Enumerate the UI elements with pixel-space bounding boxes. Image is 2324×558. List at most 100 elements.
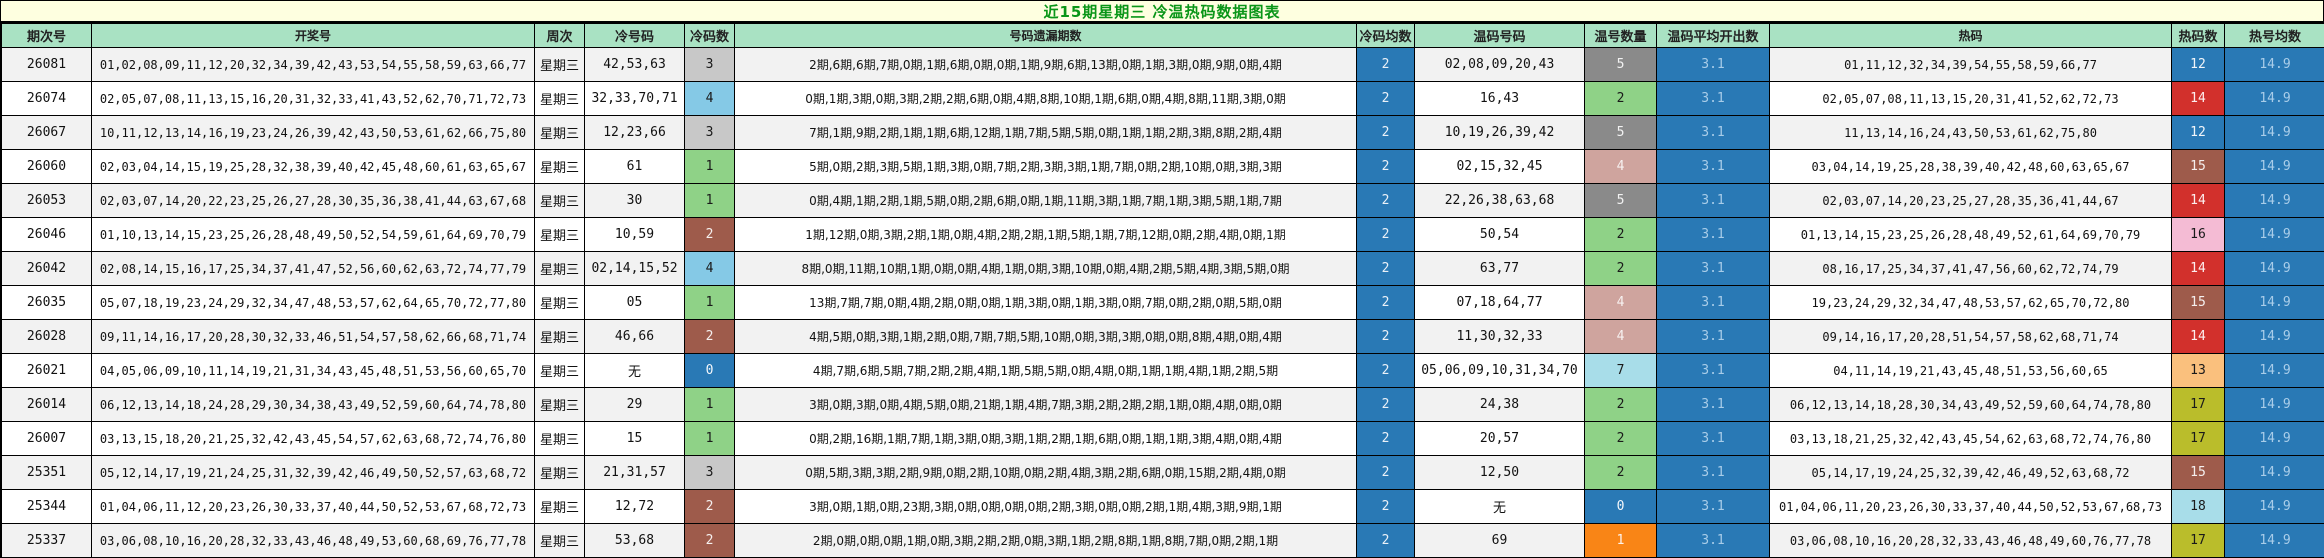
cell-cold-count: 1 bbox=[684, 149, 735, 184]
cell-week: 星期三 bbox=[534, 489, 585, 524]
cell-week: 星期三 bbox=[534, 149, 585, 184]
cell-hot-numbers: 03,06,08,10,16,20,28,32,33,43,46,48,49,6… bbox=[1769, 523, 2172, 558]
cell-cold-count: 2 bbox=[684, 489, 735, 524]
cell-warm-count: 5 bbox=[1584, 115, 1657, 150]
cell-hot-avg: 14.9 bbox=[2224, 285, 2324, 320]
cell-warm-numbers: 12,50 bbox=[1414, 455, 1585, 490]
cell-warm-numbers: 无 bbox=[1414, 489, 1585, 524]
cell-hot-avg: 14.9 bbox=[2224, 353, 2324, 388]
cell-hot-avg: 14.9 bbox=[2224, 319, 2324, 354]
cell-hot-count: 12 bbox=[2171, 115, 2225, 150]
cell-hot-count: 15 bbox=[2171, 149, 2225, 184]
cell-draw-numbers: 01,02,08,09,11,12,20,32,34,39,42,43,53,5… bbox=[91, 47, 535, 82]
cell-period: 26074 bbox=[1, 81, 92, 116]
cell-cold-numbers: 15 bbox=[584, 421, 685, 456]
column-header-cold-count: 冷码数 bbox=[684, 23, 735, 48]
cell-hot-numbers: 02,05,07,08,11,13,15,20,31,41,52,62,72,7… bbox=[1769, 81, 2172, 116]
cell-miss-periods: 2期,0期,0期,0期,1期,0期,3期,2期,2期,0期,3期,1期,2期,8… bbox=[734, 523, 1357, 558]
cell-hot-avg: 14.9 bbox=[2224, 115, 2324, 150]
cell-period: 25337 bbox=[1, 523, 92, 558]
cell-cold-count: 0 bbox=[684, 353, 735, 388]
cell-period: 26053 bbox=[1, 183, 92, 218]
cell-hot-count: 14 bbox=[2171, 183, 2225, 218]
cell-warm-numbers: 50,54 bbox=[1414, 217, 1585, 252]
cell-hot-count: 16 bbox=[2171, 217, 2225, 252]
cell-cold-avg: 2 bbox=[1356, 387, 1415, 422]
cell-miss-periods: 4期,5期,0期,3期,1期,2期,0期,7期,7期,5期,10期,0期,3期,… bbox=[734, 319, 1357, 354]
cell-hot-count: 13 bbox=[2171, 353, 2225, 388]
page-title: 近15期星期三 冷温热码数据图表 bbox=[1043, 2, 1281, 21]
cell-warm-count: 4 bbox=[1584, 149, 1657, 184]
table-row: 26067 10,11,12,13,14,16,19,23,24,26,39,42… bbox=[1, 115, 2324, 150]
cell-warm-numbers: 05,06,09,10,31,34,70 bbox=[1414, 353, 1585, 388]
cell-period: 26046 bbox=[1, 217, 92, 252]
cell-hot-avg: 14.9 bbox=[2224, 183, 2324, 218]
cell-hot-avg: 14.9 bbox=[2224, 149, 2324, 184]
cell-hot-count: 12 bbox=[2171, 47, 2225, 82]
cell-cold-avg: 2 bbox=[1356, 353, 1415, 388]
cell-warm-numbers: 22,26,38,63,68 bbox=[1414, 183, 1585, 218]
cell-cold-avg: 2 bbox=[1356, 183, 1415, 218]
cell-cold-numbers: 46,66 bbox=[584, 319, 685, 354]
cell-hot-count: 15 bbox=[2171, 455, 2225, 490]
table-row: 26028 09,11,14,16,17,20,28,30,32,33,46,51… bbox=[1, 319, 2324, 354]
cell-hot-count: 17 bbox=[2171, 523, 2225, 558]
column-header-period: 期次号 bbox=[1, 23, 92, 48]
cell-miss-periods: 3期,0期,3期,0期,4期,5期,0期,21期,1期,4期,7期,3期,2期,… bbox=[734, 387, 1357, 422]
cell-warm-count: 2 bbox=[1584, 455, 1657, 490]
cell-period: 26081 bbox=[1, 47, 92, 82]
cell-hot-numbers: 01,11,12,32,34,39,54,55,58,59,66,77 bbox=[1769, 47, 2172, 82]
cell-warm-avg: 3.1 bbox=[1656, 455, 1770, 490]
cell-hot-numbers: 19,23,24,29,32,34,47,48,53,57,62,65,70,7… bbox=[1769, 285, 2172, 320]
cell-warm-numbers: 07,18,64,77 bbox=[1414, 285, 1585, 320]
table-body: 26081 01,02,08,09,11,12,20,32,34,39,42,43… bbox=[1, 47, 2324, 558]
cell-hot-numbers: 08,16,17,25,34,37,41,47,56,60,62,72,74,7… bbox=[1769, 251, 2172, 286]
cell-week: 星期三 bbox=[534, 183, 585, 218]
cell-hot-count: 17 bbox=[2171, 421, 2225, 456]
column-header-miss-periods: 号码遗漏期数 bbox=[734, 23, 1357, 48]
cell-week: 星期三 bbox=[534, 421, 585, 456]
table-row: 26081 01,02,08,09,11,12,20,32,34,39,42,43… bbox=[1, 47, 2324, 82]
cell-draw-numbers: 03,13,15,18,20,21,25,32,42,43,45,54,57,6… bbox=[91, 421, 535, 456]
cell-hot-count: 14 bbox=[2171, 319, 2225, 354]
cell-period: 26042 bbox=[1, 251, 92, 286]
cell-warm-count: 2 bbox=[1584, 251, 1657, 286]
cell-cold-count: 2 bbox=[684, 523, 735, 558]
cell-week: 星期三 bbox=[534, 251, 585, 286]
cell-hot-count: 18 bbox=[2171, 489, 2225, 524]
cell-draw-numbers: 02,08,14,15,16,17,25,34,37,41,47,52,56,6… bbox=[91, 251, 535, 286]
table-row: 26042 02,08,14,15,16,17,25,34,37,41,47,52… bbox=[1, 251, 2324, 286]
cell-miss-periods: 8期,0期,11期,10期,1期,0期,0期,4期,1期,0期,3期,10期,0… bbox=[734, 251, 1357, 286]
cell-cold-numbers: 10,59 bbox=[584, 217, 685, 252]
cell-cold-numbers: 05 bbox=[584, 285, 685, 320]
column-header-week: 周次 bbox=[534, 23, 585, 48]
column-header-hot-avg: 热号均数 bbox=[2224, 23, 2324, 48]
cell-period: 26067 bbox=[1, 115, 92, 150]
cell-hot-numbers: 04,11,14,19,21,43,45,48,51,53,56,60,65 bbox=[1769, 353, 2172, 388]
cell-period: 26060 bbox=[1, 149, 92, 184]
cell-warm-avg: 3.1 bbox=[1656, 319, 1770, 354]
cell-draw-numbers: 02,03,04,14,15,19,25,28,32,38,39,40,42,4… bbox=[91, 149, 535, 184]
table-row: 26046 01,10,13,14,15,23,25,26,28,48,49,50… bbox=[1, 217, 2324, 252]
table-row: 25337 03,06,08,10,16,20,28,32,33,43,46,48… bbox=[1, 523, 2324, 558]
cell-hot-avg: 14.9 bbox=[2224, 81, 2324, 116]
cell-warm-numbers: 02,15,32,45 bbox=[1414, 149, 1585, 184]
cell-cold-count: 1 bbox=[684, 387, 735, 422]
cell-draw-numbers: 03,06,08,10,16,20,28,32,33,43,46,48,49,5… bbox=[91, 523, 535, 558]
cell-cold-numbers: 53,68 bbox=[584, 523, 685, 558]
cell-cold-avg: 2 bbox=[1356, 217, 1415, 252]
cell-hot-count: 14 bbox=[2171, 81, 2225, 116]
cell-hot-avg: 14.9 bbox=[2224, 523, 2324, 558]
cell-warm-count: 1 bbox=[1584, 523, 1657, 558]
cell-cold-numbers: 29 bbox=[584, 387, 685, 422]
cell-warm-count: 4 bbox=[1584, 285, 1657, 320]
cell-warm-count: 2 bbox=[1584, 421, 1657, 456]
lottery-stats-table: 期次号 开奖号 周次 冷号码 冷码数 号码遗漏期数 冷码均数 温码号码 温号数量 温码平均开出数热… bbox=[1, 23, 2324, 558]
cell-period: 25344 bbox=[1, 489, 92, 524]
cell-warm-count: 7 bbox=[1584, 353, 1657, 388]
cell-warm-avg: 3.1 bbox=[1656, 353, 1770, 388]
cell-miss-periods: 7期,1期,9期,2期,1期,1期,6期,12期,1期,7期,5期,5期,0期,… bbox=[734, 115, 1357, 150]
table-row: 26053 02,03,07,14,20,22,23,25,26,27,28,30… bbox=[1, 183, 2324, 218]
cell-miss-periods: 0期,4期,1期,2期,1期,5期,0期,2期,6期,0期,1期,11期,3期,… bbox=[734, 183, 1357, 218]
